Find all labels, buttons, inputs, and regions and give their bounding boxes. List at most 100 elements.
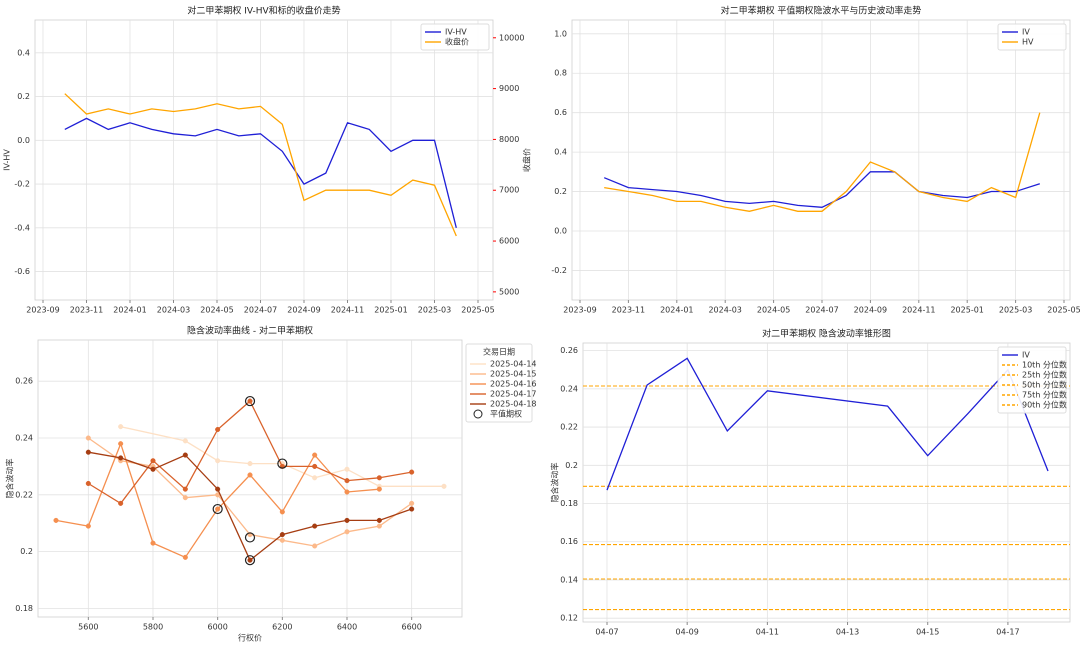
y-tick-label: 0.22 — [15, 490, 33, 499]
x-tick-label: 2024-03 — [157, 306, 190, 315]
x-tick-label: 2024-01 — [660, 306, 693, 315]
x-tick-label: 2025-05 — [1047, 306, 1080, 315]
x-tick-label: 2023-11 — [612, 306, 645, 315]
y2-tick-label: 7000 — [499, 186, 519, 195]
y-tick-label: 0.8 — [554, 69, 567, 78]
y-tick-label: 0.24 — [15, 434, 33, 443]
x-tick-label: 04-15 — [916, 628, 939, 637]
x-tick-label: 04-13 — [836, 628, 859, 637]
y-tick-label: 0.0 — [554, 226, 567, 235]
legend-label: HV — [1022, 38, 1034, 47]
y-tick-label: 0.18 — [560, 499, 578, 508]
x-tick-label: 2024-11 — [331, 306, 364, 315]
legend-label: 平值期权 — [490, 409, 522, 419]
point — [409, 469, 415, 475]
point — [247, 557, 253, 563]
x-tick-label: 2024-07 — [244, 306, 277, 315]
x-tick-label: 2025-05 — [461, 306, 494, 315]
legend-box — [997, 346, 1067, 414]
point — [409, 500, 415, 506]
point — [441, 483, 447, 489]
plot-area — [34, 19, 494, 301]
atm-marker — [244, 555, 256, 566]
x-tick-label: 2025-03 — [418, 306, 451, 315]
chart-title: 对二甲苯期权 平值期权隐波水平与历史波动率走势 — [721, 5, 922, 17]
legend-label: 2025-04-15 — [490, 370, 537, 379]
atm-marker — [212, 503, 223, 515]
x-tick-label: 2023-09 — [563, 306, 596, 315]
x-tick-label: 2025-01 — [950, 306, 983, 315]
point — [85, 523, 91, 529]
point — [376, 486, 382, 492]
y-axis-label: IV-HV — [3, 149, 12, 171]
point — [279, 532, 285, 538]
point — [85, 449, 91, 455]
point — [376, 517, 382, 523]
x-tick-label: 6400 — [337, 623, 357, 632]
legend-swatch — [473, 409, 483, 419]
chart-title: 隐含波动率曲线 - 对二甲苯期权 — [187, 325, 313, 337]
plot-area — [582, 342, 1071, 623]
atm-marker — [244, 395, 256, 407]
point — [279, 509, 285, 515]
series-line — [603, 171, 1040, 208]
chart-title: 对二甲苯期权 隐含波动率锥形图 — [762, 328, 891, 340]
legend-label: IV — [1022, 28, 1030, 37]
point — [247, 461, 253, 467]
point — [279, 537, 285, 543]
point — [312, 475, 318, 481]
point — [376, 475, 382, 481]
y-tick-label: 0.2 — [17, 92, 30, 101]
point — [182, 452, 188, 458]
x-tick-label: 04-17 — [996, 628, 1019, 637]
point — [247, 398, 253, 404]
point — [85, 480, 91, 487]
y-tick-label: 0.24 — [560, 384, 578, 393]
x-tick-label: 2024-09 — [287, 306, 320, 315]
x-tick-label: 6000 — [207, 623, 227, 632]
x-tick-label: 04-09 — [676, 628, 699, 637]
legend-box — [420, 23, 490, 51]
legend-label: 2025-04-18 — [490, 400, 537, 409]
x-tick-label: 5600 — [78, 623, 98, 632]
y-tick-label: 0.14 — [560, 575, 578, 584]
y2-tick-label: 8000 — [499, 135, 519, 144]
point — [118, 441, 124, 447]
x-tick-label: 2024-11 — [902, 306, 935, 315]
point — [344, 478, 350, 484]
point — [344, 529, 350, 535]
y2-tick-label: 9000 — [499, 84, 519, 93]
x-tick-label: 2023-09 — [26, 306, 59, 315]
x-tick-label: 04-07 — [595, 628, 618, 637]
point — [344, 466, 350, 472]
point — [182, 554, 188, 560]
y-tick-label: 0.2 — [20, 547, 33, 556]
point — [344, 489, 350, 495]
y-tick-label: -0.2 — [551, 266, 567, 275]
y-tick-label: 0.18 — [15, 604, 33, 613]
x-tick-label: 6600 — [401, 623, 421, 632]
point — [215, 458, 221, 464]
y-tick-label: -0.6 — [14, 267, 30, 276]
point — [376, 523, 382, 529]
point — [118, 500, 124, 506]
legend-label: 收盘价 — [445, 37, 469, 47]
point — [182, 438, 188, 444]
point — [409, 506, 415, 512]
point — [85, 435, 91, 441]
y-axis-label: 隐含波动率 — [5, 459, 15, 499]
y-tick-label: 0.2 — [565, 461, 578, 470]
x-tick-label: 2024-03 — [708, 306, 741, 315]
point — [150, 540, 156, 546]
point — [150, 458, 156, 464]
legend-title: 交易日期 — [483, 347, 515, 357]
y-tick-label: 0.4 — [554, 148, 567, 157]
legend-box — [997, 23, 1067, 51]
legend-label: 2025-04-14 — [490, 360, 537, 369]
point — [312, 523, 318, 529]
x-tick-label: 2024-09 — [854, 306, 887, 315]
point — [182, 495, 188, 501]
legend-label: 50th 分位数 — [1022, 380, 1067, 390]
y-tick-label: 0.2 — [554, 187, 567, 196]
